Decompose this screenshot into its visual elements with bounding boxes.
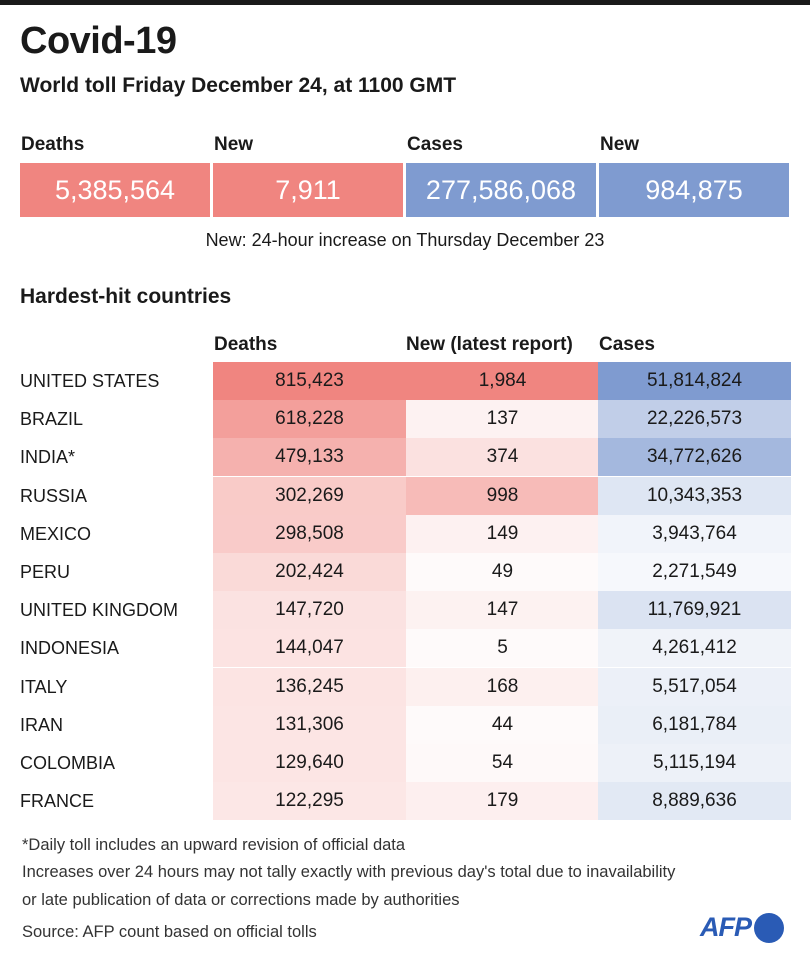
country-name: UNITED KINGDOM	[20, 600, 179, 621]
top-rule	[0, 0, 810, 5]
cell-deaths: 815,423	[213, 362, 406, 400]
cell-new: 179	[406, 782, 599, 821]
cell-deaths: 122,295	[213, 782, 406, 821]
summary-label: New	[600, 134, 640, 155]
cell-new: 137	[406, 400, 599, 439]
cell-cases: 8,889,636	[598, 782, 791, 821]
footnote-increases: Increases over 24 hours may not tally ex…	[22, 863, 676, 881]
afp-logo-text: AFP	[700, 912, 752, 942]
cell-cases: 2,271,549	[598, 553, 791, 591]
summary-note: New: 24-hour increase on Thursday Decemb…	[205, 230, 605, 250]
cell-new: 149	[406, 514, 599, 553]
table-row: BRAZIL 618,228 137 22,226,573	[0, 400, 810, 439]
table-row: UNITED STATES 815,423 1,984 51,814,824	[0, 362, 810, 400]
cell-new: 49	[406, 553, 599, 591]
page-subtitle: World toll Friday December 24, at 1100 G…	[20, 74, 457, 97]
cell-cases: 22,226,573	[598, 400, 791, 439]
footnote-increases-cont: or late publication of data or correctio…	[22, 891, 460, 909]
cell-cases: 51,814,824	[598, 362, 791, 400]
country-name: RUSSIA	[20, 485, 88, 506]
summary-label: Cases	[407, 134, 463, 155]
cell-new: 147	[406, 591, 599, 630]
cell-cases: 3,943,764	[598, 514, 791, 553]
section-title: Hardest-hit countries	[20, 285, 232, 308]
summary-value: 7,911	[213, 163, 403, 217]
summary-value: 984,875	[599, 163, 789, 217]
source: Source: AFP count based on official toll…	[22, 923, 317, 941]
summary-label: Deaths	[21, 134, 85, 155]
country-name: MEXICO	[20, 523, 92, 544]
cell-new: 5	[406, 629, 599, 668]
cell-new: 374	[406, 438, 599, 477]
column-header-cases: Cases	[599, 334, 655, 355]
country-name: FRANCE	[20, 791, 95, 812]
column-header-deaths: Deaths	[214, 334, 278, 355]
table-row: COLOMBIA 129,640 54 5,115,194	[0, 744, 810, 782]
cell-new: 44	[406, 705, 599, 744]
summary-value: 277,586,068	[406, 163, 596, 217]
country-name: COLOMBIA	[20, 753, 116, 773]
footnote-india: *Daily toll includes an upward revision …	[22, 836, 406, 854]
cell-deaths: 302,269	[213, 476, 406, 515]
table-row: INDIA* 479,133 374 34,772,626	[0, 438, 810, 477]
cell-deaths: 202,424	[213, 553, 406, 591]
afp-logo: AFP	[700, 912, 784, 943]
cell-new: 998	[406, 476, 599, 515]
table-row: RUSSIA 302,269 998 10,343,353	[0, 476, 810, 515]
cell-cases: 34,772,626	[598, 438, 791, 477]
cell-cases: 4,261,412	[598, 629, 791, 668]
cell-deaths: 298,508	[213, 514, 406, 553]
table-row: IRAN 131,306 44 6,181,784	[0, 705, 810, 744]
cell-deaths: 129,640	[213, 744, 406, 782]
country-name: UNITED STATES	[20, 371, 160, 391]
country-name: BRAZIL	[20, 409, 84, 430]
table-row: INDONESIA 144,047 5 4,261,412	[0, 629, 810, 668]
cell-new: 1,984	[406, 362, 599, 400]
cell-cases: 10,343,353	[598, 476, 791, 515]
country-name: INDIA*	[20, 447, 76, 468]
cell-cases: 5,115,194	[598, 744, 791, 782]
cell-deaths: 479,133	[213, 438, 406, 477]
country-name: ITALY	[20, 676, 68, 697]
cell-deaths: 136,245	[213, 667, 406, 706]
table-row: UNITED KINGDOM 147,720 147 11,769,921	[0, 591, 810, 630]
country-name: IRAN	[20, 714, 64, 735]
cell-cases: 6,181,784	[598, 705, 791, 744]
page-title: Covid-19	[20, 20, 177, 62]
cell-deaths: 131,306	[213, 705, 406, 744]
cell-cases: 11,769,921	[598, 591, 791, 630]
table-row: PERU 202,424 49 2,271,549	[0, 553, 810, 591]
country-name: PERU	[20, 562, 71, 582]
cell-deaths: 618,228	[213, 400, 406, 439]
country-name: INDONESIA	[20, 638, 120, 659]
afp-logo-circle-icon	[754, 912, 784, 943]
table-row: FRANCE 122,295 179 8,889,636	[0, 782, 810, 821]
cell-cases: 5,517,054	[598, 667, 791, 706]
cell-new: 168	[406, 667, 599, 706]
cell-deaths: 147,720	[213, 591, 406, 630]
cell-deaths: 144,047	[213, 629, 406, 668]
cell-new: 54	[406, 744, 599, 782]
table-row: MEXICO 298,508 149 3,943,764	[0, 514, 810, 553]
summary-value: 5,385,564	[20, 163, 210, 217]
column-header-new: New (latest report)	[406, 334, 573, 355]
summary-label: New	[214, 134, 254, 155]
table-row: ITALY 136,245 168 5,517,054	[0, 667, 810, 706]
